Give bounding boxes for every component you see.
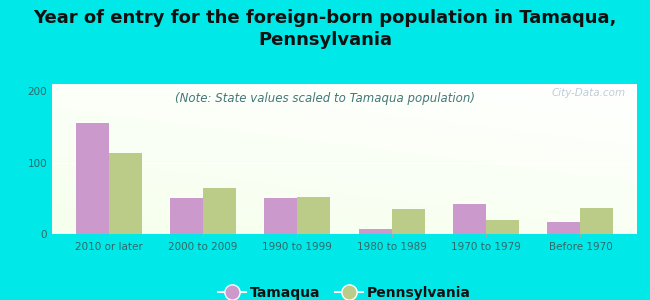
Bar — [265, 198, 297, 234]
Legend: Tamaqua, Pennsylvania: Tamaqua, Pennsylvania — [213, 280, 476, 300]
Bar — [453, 204, 486, 234]
Bar — [580, 208, 614, 234]
Bar — [359, 229, 392, 234]
Bar — [170, 198, 203, 234]
Bar — [75, 123, 109, 234]
Bar — [547, 222, 580, 234]
Text: (Note: State values scaled to Tamaqua population): (Note: State values scaled to Tamaqua po… — [175, 92, 475, 104]
Bar — [109, 153, 142, 234]
Bar — [392, 209, 424, 234]
Bar — [297, 197, 330, 234]
Bar — [203, 188, 236, 234]
Bar — [486, 220, 519, 234]
Text: Year of entry for the foreign-born population in Tamaqua,
Pennsylvania: Year of entry for the foreign-born popul… — [33, 9, 617, 49]
Text: City-Data.com: City-Data.com — [551, 88, 625, 98]
